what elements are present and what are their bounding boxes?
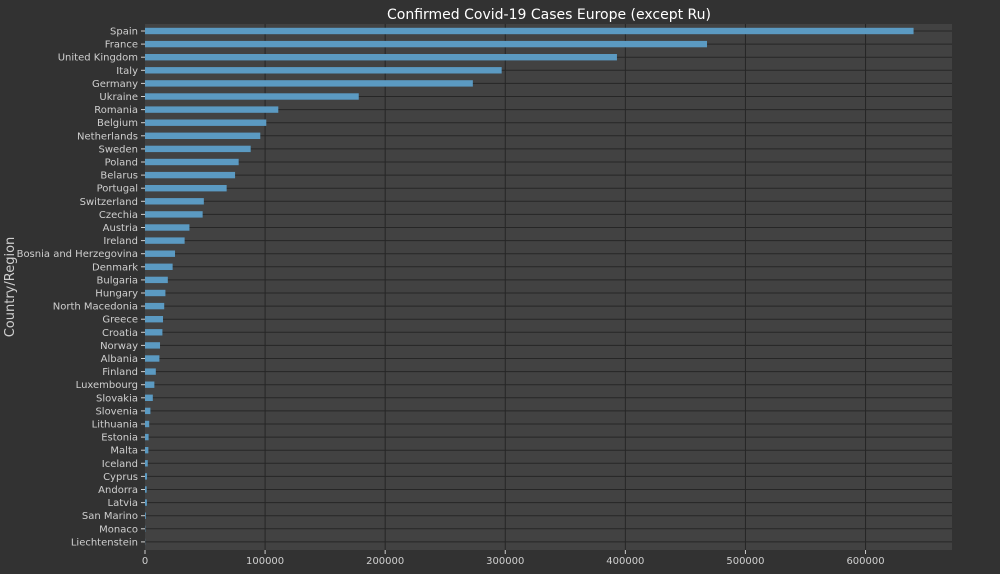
- bar: [145, 276, 168, 284]
- bar: [145, 381, 155, 388]
- bar: [145, 394, 153, 401]
- bar: [145, 263, 173, 270]
- bar: [145, 198, 204, 205]
- category-label: United Kingdom: [58, 53, 138, 64]
- x-tick-label: 300000: [486, 556, 524, 567]
- bar: [145, 447, 149, 454]
- category-label: Greece: [102, 315, 138, 326]
- category-label: Poland: [105, 158, 138, 169]
- bar: [145, 93, 359, 100]
- bar: [145, 486, 147, 493]
- bar: [145, 132, 261, 139]
- bar: [145, 316, 164, 323]
- category-label: Norway: [100, 341, 138, 352]
- category-label: Malta: [110, 446, 138, 457]
- category-label: Slovakia: [96, 393, 138, 404]
- x-tick-label: 500000: [726, 556, 764, 567]
- category-label: Iceland: [102, 459, 138, 470]
- bar: [145, 27, 914, 35]
- category-label: Slovenia: [95, 406, 138, 417]
- bar: [145, 67, 502, 74]
- category-label: Germany: [92, 79, 138, 90]
- bar: [145, 302, 165, 310]
- category-label: Czechia: [99, 210, 138, 221]
- category-label: Netherlands: [77, 131, 138, 142]
- category-label: Belarus: [100, 171, 138, 182]
- category-label: France: [105, 40, 138, 51]
- category-label: Latvia: [108, 498, 138, 509]
- category-label: North Macedonia: [53, 302, 138, 313]
- bar: [145, 407, 151, 415]
- bar: [145, 499, 147, 506]
- bar: [145, 54, 617, 61]
- category-label: Romania: [94, 105, 138, 116]
- category-label: Denmark: [92, 262, 138, 273]
- category-label: Hungary: [95, 289, 138, 300]
- category-label: Bosnia and Herzegovina: [17, 249, 138, 260]
- category-label: Italy: [116, 66, 138, 77]
- category-label: Monaco: [99, 524, 138, 535]
- category-label: Bulgaria: [97, 275, 138, 286]
- category-label: Austria: [103, 223, 138, 234]
- x-tick-label: 400000: [606, 556, 644, 567]
- category-label: Portugal: [97, 184, 138, 195]
- bar: [145, 171, 236, 179]
- bar: [145, 119, 267, 126]
- bar: [145, 106, 279, 113]
- bar: [145, 250, 176, 257]
- bar: [145, 329, 163, 336]
- bar: [145, 473, 148, 480]
- bar: [145, 433, 149, 441]
- category-labels: Spain France United Kingdom Italy Germany Ukr…: [17, 27, 145, 548]
- category-label: Andorra: [98, 485, 138, 496]
- x-tick-label: 600000: [846, 556, 884, 567]
- bar: [145, 80, 473, 87]
- bar: [145, 40, 708, 48]
- plot-area: [145, 24, 952, 550]
- category-label: Belgium: [97, 118, 138, 129]
- category-label: Sweden: [98, 144, 138, 155]
- bar: [145, 224, 190, 231]
- x-axis-ticks: 0 100000 200000 300000 400000 500000 600000: [142, 550, 885, 567]
- category-label: Ukraine: [99, 92, 138, 103]
- category-label: Albania: [101, 354, 138, 365]
- category-label: Lithuania: [92, 420, 138, 431]
- category-label: Luxembourg: [76, 380, 138, 391]
- bar: [145, 211, 203, 218]
- bar: [145, 289, 166, 297]
- bars: [145, 27, 914, 546]
- bar: [145, 237, 185, 244]
- category-label: Finland: [102, 367, 138, 378]
- chart-title: Confirmed Covid-19 Cases Europe (except …: [387, 7, 711, 23]
- bar: [145, 158, 239, 166]
- bar: [145, 185, 227, 192]
- category-label: Estonia: [101, 433, 138, 444]
- category-label: Spain: [110, 27, 138, 38]
- bar: [145, 460, 148, 467]
- bar: [145, 368, 156, 375]
- category-label: Ireland: [103, 236, 138, 247]
- category-label: Liechtenstein: [71, 537, 138, 548]
- category-label: Croatia: [102, 328, 138, 339]
- category-label: San Marino: [82, 511, 138, 522]
- x-tick-label: 100000: [246, 556, 284, 567]
- bar: [145, 420, 150, 428]
- x-tick-label: 200000: [366, 556, 404, 567]
- category-label: Switzerland: [80, 197, 138, 208]
- bar: [145, 145, 251, 153]
- bar: [145, 342, 161, 349]
- category-label: Cyprus: [103, 472, 138, 483]
- bar: [145, 355, 160, 362]
- y-axis-label: Country/Region: [3, 237, 18, 338]
- bar: [145, 512, 146, 519]
- x-tick-label: 0: [142, 556, 148, 567]
